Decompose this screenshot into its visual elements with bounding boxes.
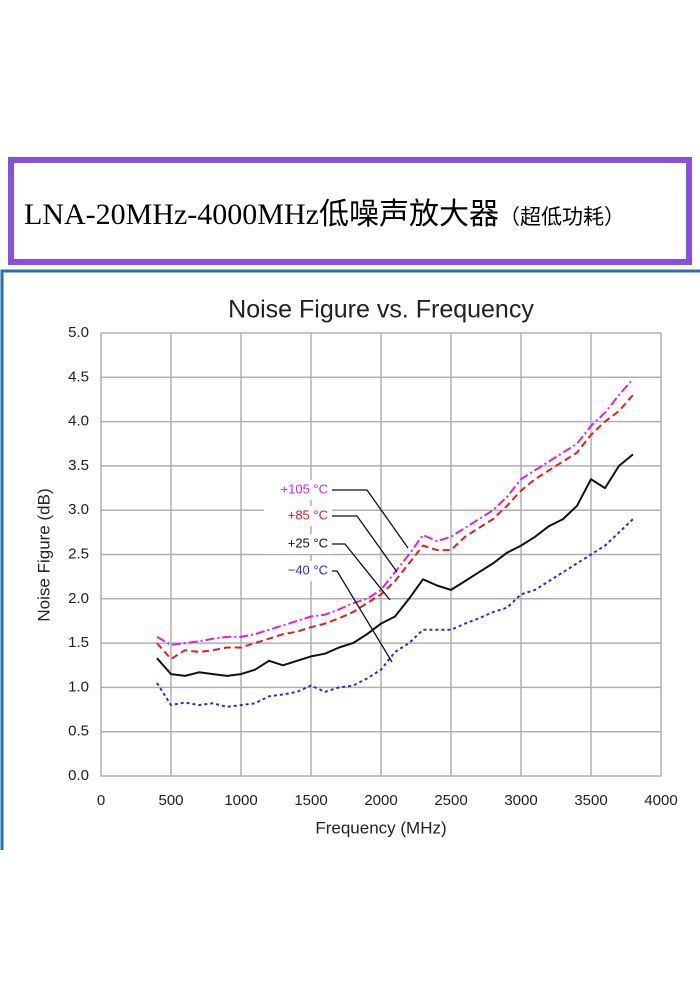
series-line [156, 394, 634, 660]
x-tick-label: 1000 [224, 792, 257, 809]
series-line [156, 453, 634, 677]
y-tick-label: 5.0 [68, 324, 89, 341]
y-tick-label: 2.5 [68, 545, 89, 562]
y-tick-label: 4.0 [68, 413, 89, 430]
x-tick-label: 1500 [294, 792, 327, 809]
leader-line [332, 570, 393, 663]
leader-line [332, 515, 398, 573]
y-tick-label: 2.0 [68, 590, 89, 607]
series-line [156, 378, 634, 646]
y-tick-label: 0.5 [68, 723, 89, 740]
legend-bg [264, 506, 332, 526]
x-tick-label: 4000 [644, 792, 677, 809]
legend-label: +105 °C [281, 481, 328, 496]
legend-label: +25 °C [288, 535, 328, 550]
x-tick-label: 2000 [364, 792, 397, 809]
legend-bg [264, 561, 332, 581]
legend-label: −40 °C [288, 562, 328, 577]
series-line [156, 518, 634, 708]
header-subtitle: （超低功耗） [499, 205, 625, 229]
y-tick-label: 4.5 [68, 368, 89, 385]
y-axis-label: Noise Figure (dB) [34, 488, 53, 621]
x-axis-label: Frequency (MHz) [315, 818, 446, 837]
y-tick-label: 0.0 [68, 767, 89, 784]
y-tick-label: 3.5 [68, 457, 89, 474]
x-tick-label: 2500 [434, 792, 467, 809]
leader-line [332, 543, 391, 601]
y-tick-label: 1.5 [68, 634, 89, 651]
header-title: LNA-20MHz-4000MHz低噪声放大器 [24, 198, 499, 231]
header: LNA-20MHz-4000MHz低噪声放大器（超低功耗） [24, 198, 625, 231]
legend-label: +85 °C [288, 507, 328, 522]
legend-bg [264, 480, 332, 500]
header-box [8, 157, 692, 265]
leader-line [332, 489, 409, 549]
x-tick-label: 3500 [574, 792, 607, 809]
x-tick-label: 3000 [504, 792, 537, 809]
chart-title: Noise Figure vs. Frequency [228, 296, 534, 324]
legend-bg [264, 534, 332, 554]
y-tick-label: 1.0 [68, 678, 89, 695]
y-tick-label: 3.0 [68, 501, 89, 518]
panel-border [0, 269, 700, 850]
x-tick-label: 0 [97, 792, 105, 809]
x-tick-label: 500 [158, 792, 183, 809]
